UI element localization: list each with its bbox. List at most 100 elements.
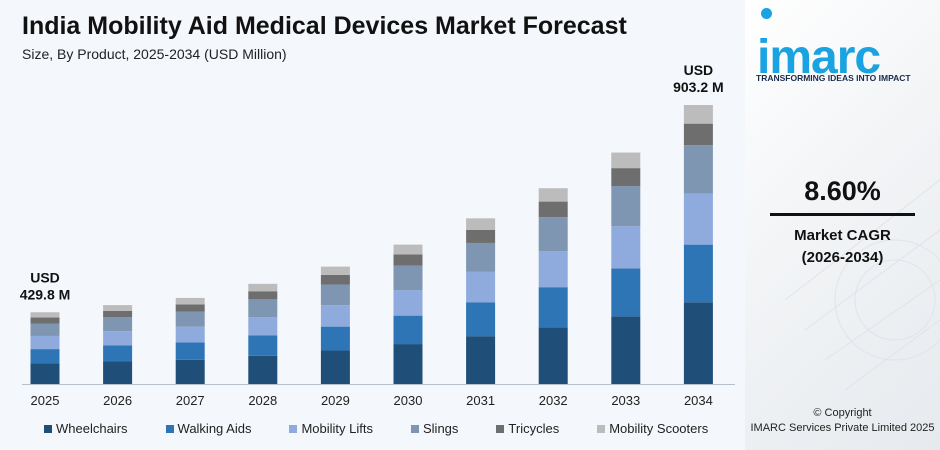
bar-segment-wheelchairs-2034 xyxy=(683,302,713,384)
bar-segment-slings-2025 xyxy=(30,323,60,336)
cagr-divider xyxy=(770,213,915,216)
legend-label: Tricycles xyxy=(508,421,560,436)
bar-segment-tricycles-2027 xyxy=(175,304,205,312)
chart-title: India Mobility Aid Medical Devices Marke… xyxy=(22,12,627,40)
legend-item-wheelchairs: Wheelchairs xyxy=(44,421,128,436)
bar-segment-slings-2026 xyxy=(103,317,133,332)
bar-segment-mobility-lifts-2032 xyxy=(538,251,568,288)
bar-segment-tricycles-2031 xyxy=(466,229,496,243)
x-tick-label-2025: 2025 xyxy=(31,393,60,408)
bar-segment-slings-2029 xyxy=(320,284,350,306)
x-tick-label-2027: 2027 xyxy=(176,393,205,408)
legend-swatch xyxy=(289,424,298,433)
legend-item-tricycles: Tricycles xyxy=(496,421,559,436)
legend-label: Mobility Lifts xyxy=(301,421,373,436)
legend-swatch xyxy=(44,424,52,433)
bar-segment-wheelchairs-2025 xyxy=(30,363,60,384)
bar-segment-slings-2034 xyxy=(683,145,713,194)
logo-dot-icon xyxy=(761,8,772,19)
bar-segment-slings-2027 xyxy=(175,311,205,327)
bar-segment-walking-aids-2033 xyxy=(611,268,641,317)
legend-item-mobility-lifts: Mobility Lifts xyxy=(289,421,373,436)
legend-label: Mobility Scooters xyxy=(609,421,709,436)
bar-segment-walking-aids-2025 xyxy=(30,349,60,364)
data-label-2025-line1: USD xyxy=(30,269,60,285)
bar-segment-mobility-scooters-2031 xyxy=(466,218,496,230)
bar-segment-slings-2031 xyxy=(466,242,496,272)
bar-segment-walking-aids-2026 xyxy=(103,345,133,362)
bar-segment-slings-2030 xyxy=(393,265,423,291)
x-tick-label-2032: 2032 xyxy=(539,393,568,408)
bar-segment-wheelchairs-2031 xyxy=(466,336,496,384)
legend-swatch xyxy=(411,424,419,433)
bar-segment-slings-2033 xyxy=(611,186,641,227)
bar-segment-wheelchairs-2032 xyxy=(538,327,568,384)
x-tick-label-2029: 2029 xyxy=(321,393,350,408)
bar-segment-wheelchairs-2027 xyxy=(175,359,205,384)
bar-segment-walking-aids-2032 xyxy=(538,287,568,328)
bar-segment-mobility-scooters-2033 xyxy=(611,152,641,169)
bar-segment-walking-aids-2034 xyxy=(683,244,713,303)
bar-segment-slings-2032 xyxy=(538,217,568,252)
legend-swatch xyxy=(165,424,174,433)
cagr-period: (2026-2034) xyxy=(801,249,884,266)
bar-segment-mobility-lifts-2027 xyxy=(175,326,205,343)
x-tick-label-2033: 2033 xyxy=(611,393,640,408)
x-tick-label-2026: 2026 xyxy=(103,393,132,408)
legend-label: Walking Aids xyxy=(177,421,252,436)
bar-segment-mobility-lifts-2034 xyxy=(683,193,713,245)
cagr-label: Market CAGR xyxy=(794,227,891,244)
x-tick-label-2034: 2034 xyxy=(684,393,713,408)
bar-segment-mobility-scooters-2029 xyxy=(320,266,350,275)
x-tick-label-2031: 2031 xyxy=(466,393,495,408)
bar-segment-walking-aids-2030 xyxy=(393,315,423,345)
bar-segment-mobility-lifts-2031 xyxy=(466,271,496,303)
x-tick-label-2030: 2030 xyxy=(394,393,423,408)
bar-segment-mobility-lifts-2030 xyxy=(393,290,423,316)
bar-segment-tricycles-2032 xyxy=(538,201,568,218)
copyright-line-2: IMARC Services Private Limited 2025 xyxy=(750,422,935,434)
bar-segment-tricycles-2030 xyxy=(393,254,423,266)
bar-segment-mobility-scooters-2027 xyxy=(175,297,205,305)
bar-segment-tricycles-2025 xyxy=(30,317,60,324)
bar-segment-tricycles-2026 xyxy=(103,310,133,318)
imarc-logo: imarc xyxy=(757,31,881,84)
bar-segment-walking-aids-2031 xyxy=(466,302,496,337)
bar-segment-wheelchairs-2029 xyxy=(320,350,350,384)
chart-area: India Mobility Aid Medical Devices Marke… xyxy=(0,0,745,450)
bar-segment-walking-aids-2028 xyxy=(248,335,278,356)
chart-subtitle: Size, By Product, 2025-2034 (USD Million… xyxy=(22,46,287,62)
bar-segment-tricycles-2034 xyxy=(683,123,713,146)
bar-segment-tricycles-2029 xyxy=(320,274,350,285)
legend-item-slings: Slings xyxy=(411,421,458,436)
legend-label: Wheelchairs xyxy=(56,421,128,436)
background-decoration xyxy=(784,179,940,391)
copyright-line-1: © Copyright xyxy=(813,407,872,419)
bar-segment-walking-aids-2029 xyxy=(320,326,350,351)
bar-segment-tricycles-2033 xyxy=(611,168,641,187)
bar-segment-wheelchairs-2026 xyxy=(103,361,133,384)
legend-swatch xyxy=(496,424,505,433)
bar-segment-mobility-lifts-2025 xyxy=(30,335,60,350)
bar-segment-mobility-scooters-2026 xyxy=(103,305,133,311)
bar-segment-mobility-scooters-2030 xyxy=(393,244,423,255)
bar-segment-mobility-lifts-2028 xyxy=(248,317,278,336)
bar-segment-mobility-scooters-2034 xyxy=(683,105,713,124)
legend-item-walking-aids: Walking Aids xyxy=(165,421,252,436)
logo-tagline: TRANSFORMING IDEAS INTO IMPACT xyxy=(756,73,911,83)
bar-segment-mobility-scooters-2032 xyxy=(538,188,568,202)
data-label-2034-line2: 903.2 M xyxy=(673,79,724,95)
bar-segment-slings-2028 xyxy=(248,299,278,318)
bar-segment-mobility-lifts-2033 xyxy=(611,226,641,269)
chart-legend: Wheelchairs Walking Aids Mobility Lifts Sli… xyxy=(44,421,746,436)
bar-segment-tricycles-2028 xyxy=(248,291,278,300)
legend-label: Slings xyxy=(423,421,459,436)
cagr-value: 8.60% xyxy=(804,176,881,206)
bar-segment-mobility-scooters-2025 xyxy=(30,312,60,318)
data-label-2025-line2: 429.8 M xyxy=(20,286,71,302)
bar-segment-mobility-scooters-2028 xyxy=(248,283,278,292)
bar-segment-wheelchairs-2028 xyxy=(248,355,278,384)
bar-segment-mobility-lifts-2026 xyxy=(103,331,133,346)
data-label-2034-line1: USD xyxy=(684,62,714,78)
bar-segment-wheelchairs-2030 xyxy=(393,344,423,384)
